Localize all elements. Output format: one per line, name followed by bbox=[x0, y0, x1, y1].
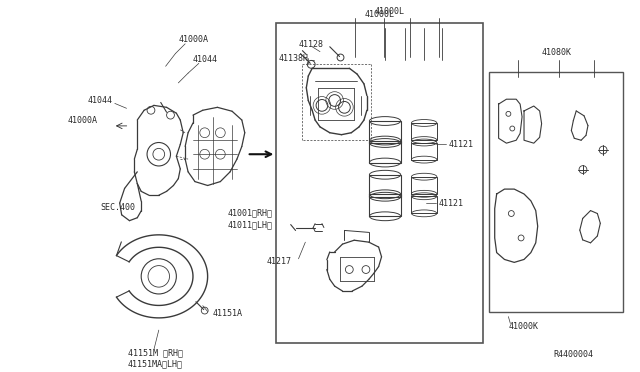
Text: 41000K: 41000K bbox=[508, 322, 538, 331]
Text: 41121: 41121 bbox=[439, 199, 464, 208]
Text: 41011〈LH〉: 41011〈LH〉 bbox=[227, 220, 272, 229]
Bar bbox=[276, 23, 483, 343]
Text: 41138H: 41138H bbox=[279, 54, 309, 63]
Text: 41128: 41128 bbox=[298, 40, 323, 49]
Text: 41044: 41044 bbox=[88, 96, 113, 105]
Bar bbox=[369, 121, 401, 143]
Text: 41151A: 41151A bbox=[212, 309, 243, 318]
Text: R4400004: R4400004 bbox=[554, 350, 593, 359]
Text: 41121: 41121 bbox=[449, 140, 474, 149]
Bar bbox=[412, 123, 437, 140]
Text: 41080K: 41080K bbox=[541, 48, 571, 57]
Text: 41217: 41217 bbox=[266, 257, 291, 266]
Text: 41000L: 41000L bbox=[364, 10, 394, 19]
Text: 41000A: 41000A bbox=[68, 116, 98, 125]
Bar bbox=[369, 141, 401, 163]
Bar bbox=[489, 72, 623, 312]
Bar bbox=[412, 177, 437, 194]
Text: 41151MA（LH）: 41151MA（LH） bbox=[127, 360, 182, 369]
Text: 41000L: 41000L bbox=[374, 7, 404, 16]
Bar bbox=[369, 175, 401, 197]
Text: 41001〈RH〉: 41001〈RH〉 bbox=[227, 208, 272, 217]
Bar bbox=[412, 196, 437, 214]
Text: 41151M （RH）: 41151M （RH） bbox=[127, 348, 182, 357]
Text: 41000A: 41000A bbox=[179, 35, 208, 44]
Bar bbox=[412, 142, 437, 160]
Bar bbox=[369, 194, 401, 216]
Text: SEC.400: SEC.400 bbox=[100, 203, 135, 212]
Text: 41044: 41044 bbox=[193, 55, 218, 64]
